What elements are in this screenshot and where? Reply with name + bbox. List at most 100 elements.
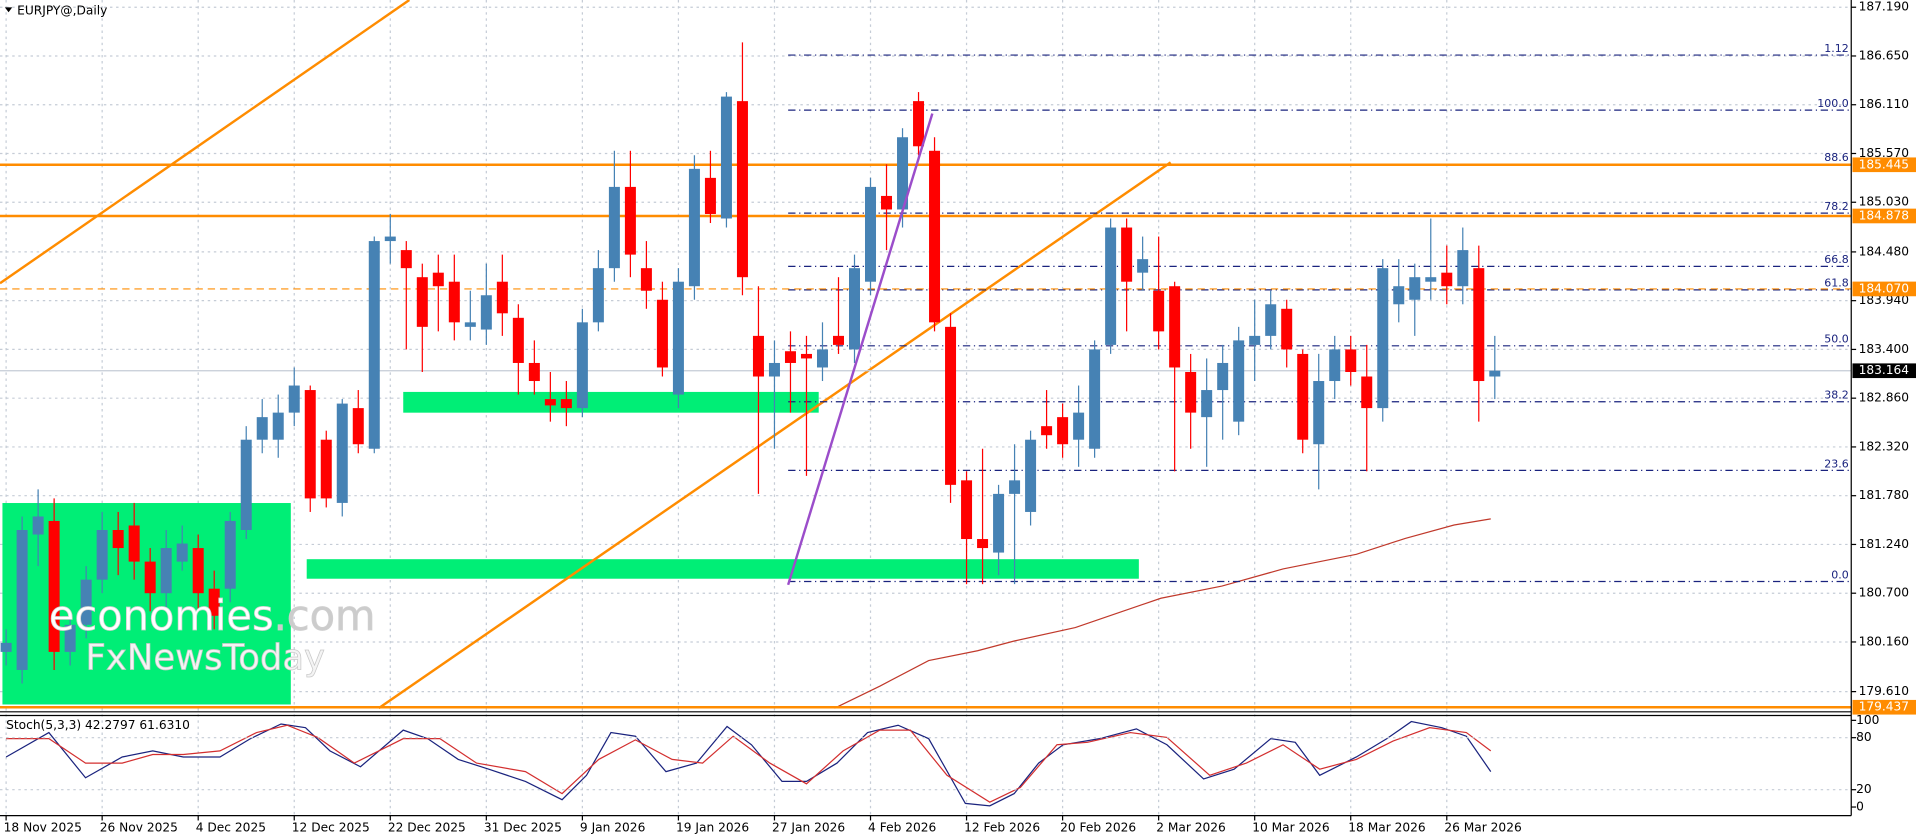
title-icon <box>4 7 13 13</box>
indicator-name: Stoch(5,3,3) <box>6 718 81 732</box>
candle-body <box>1009 480 1021 494</box>
trend-line <box>0 0 411 285</box>
x-tick-label: 9 Jan 2026 <box>580 820 645 834</box>
candle-body <box>272 412 284 440</box>
candle-body <box>977 539 989 549</box>
price-tag-label: 184.878 <box>1859 208 1909 222</box>
candle-body <box>1249 335 1261 345</box>
price-tag <box>1852 363 1916 379</box>
y-tick-label: 180.160 <box>1859 634 1909 648</box>
candle-body <box>1185 371 1197 413</box>
fib-label: 23.6 <box>1824 457 1848 470</box>
indicator-value: 42.2797 <box>85 718 135 732</box>
candle-body <box>897 137 909 210</box>
candle-body <box>416 277 428 327</box>
price-tag <box>1852 281 1916 297</box>
candle-body <box>768 362 780 377</box>
zone <box>306 559 1139 579</box>
x-tick-label: 26 Nov 2025 <box>100 820 178 834</box>
candle-body <box>1201 390 1213 418</box>
price-lines <box>0 163 1852 709</box>
candle-body <box>1313 381 1325 445</box>
x-tick-label: 10 Mar 2026 <box>1252 820 1329 834</box>
candle-body <box>336 403 348 503</box>
candle-body <box>752 335 764 377</box>
candle-body <box>144 561 156 594</box>
y-tick-label: 185.570 <box>1859 146 1909 160</box>
candle-body <box>1041 426 1053 436</box>
candle-body <box>1393 286 1405 305</box>
price-tag-label: 184.070 <box>1859 281 1909 295</box>
moving-average <box>834 518 1491 709</box>
y-tick-label: 184.480 <box>1859 244 1909 258</box>
price-tag-label: 183.164 <box>1859 363 1910 377</box>
candle-body <box>736 101 748 278</box>
candle-body <box>1489 370 1501 377</box>
x-tick-label: 27 Jan 2026 <box>772 820 845 834</box>
candle-body <box>1073 412 1085 440</box>
y-tick-label: 186.650 <box>1859 48 1909 62</box>
candle-body <box>528 362 540 382</box>
candle-body <box>608 186 620 269</box>
x-tick-label: 22 Dec 2025 <box>388 820 466 834</box>
candle-body <box>576 322 588 409</box>
candle-body <box>1441 272 1453 287</box>
candle-body <box>640 268 652 291</box>
candle-body <box>448 281 460 323</box>
candle-body <box>480 295 492 330</box>
candle-body <box>720 96 732 219</box>
fib-label: 100.0 <box>1817 97 1848 110</box>
fib-label: 38.2 <box>1824 389 1848 402</box>
y-tick-label: 187.190 <box>1859 0 1909 14</box>
y-tick-label: 182.860 <box>1859 391 1909 405</box>
candle-body <box>1025 439 1037 512</box>
candle-body <box>1329 349 1341 382</box>
candle-body <box>1457 250 1469 287</box>
price-tag-label: 179.437 <box>1859 700 1909 714</box>
fib-label: 66.8 <box>1824 253 1848 266</box>
candle-body <box>368 241 380 449</box>
y-tick-label: 186.110 <box>1859 97 1909 111</box>
candle-body <box>1361 376 1373 409</box>
candle-body <box>784 351 796 363</box>
price-tag <box>1852 208 1916 224</box>
candle-body <box>1377 268 1389 409</box>
candle-body <box>1297 353 1309 440</box>
candle-body <box>1425 277 1437 282</box>
candle-body <box>192 548 204 594</box>
candle-body <box>176 543 188 562</box>
x-tick-label: 31 Dec 2025 <box>484 820 562 834</box>
candle-body <box>592 268 604 323</box>
candle-body <box>560 399 572 409</box>
candle-body <box>624 186 636 255</box>
candle-body <box>288 385 300 413</box>
watermark-brand: economies <box>49 591 274 640</box>
candle-body <box>704 177 716 214</box>
candle-body <box>800 353 812 359</box>
candle-body <box>384 236 396 242</box>
stoch-signal <box>6 724 1492 803</box>
candle-body <box>865 186 877 282</box>
y-tick-label: 185.030 <box>1859 195 1909 209</box>
candle-body <box>656 299 668 368</box>
candle-body <box>1281 308 1293 350</box>
candle-body <box>48 520 60 652</box>
candle-body <box>1169 286 1181 368</box>
price-tag <box>1852 157 1916 173</box>
candle-body <box>1265 304 1277 336</box>
candle-body <box>512 317 524 363</box>
candle-body <box>240 439 252 531</box>
price-tag <box>1852 699 1916 715</box>
candle-body <box>672 281 684 395</box>
fib-label: 88.6 <box>1824 151 1848 164</box>
price-tag-label: 185.445 <box>1859 157 1909 171</box>
candle-body <box>993 493 1005 553</box>
watermark: economies.com <box>49 591 376 640</box>
candle-body <box>128 525 140 562</box>
candle-body <box>1137 259 1149 273</box>
x-tick-label: 19 Jan 2026 <box>676 820 749 834</box>
y-tick-label: 100 <box>1856 713 1879 727</box>
